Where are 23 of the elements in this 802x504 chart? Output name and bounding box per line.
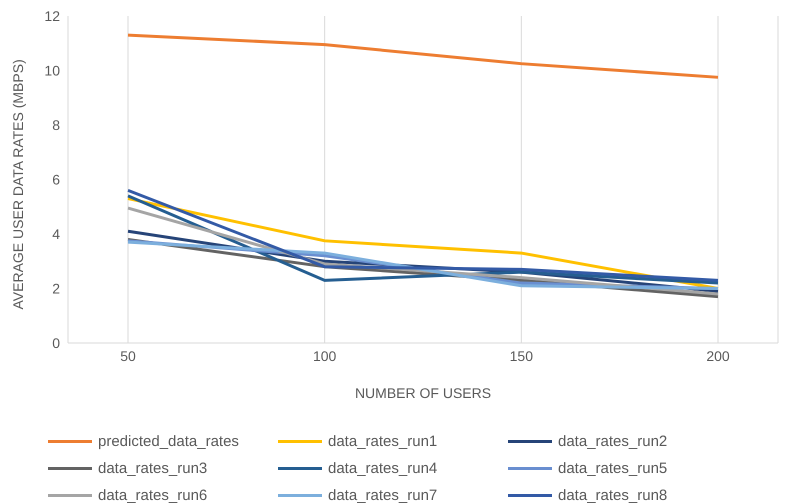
legend-label: data_rates_run1 [327, 433, 438, 450]
legend-label: data_rates_run6 [97, 487, 208, 504]
legend-label: data_rates_run4 [327, 460, 438, 477]
y-tick-label: 8 [52, 116, 60, 133]
y-tick-label: 6 [52, 171, 60, 188]
legend-label: data_rates_run3 [97, 460, 208, 477]
y-tick-label: 0 [52, 334, 60, 351]
x-tick-label: 100 [312, 348, 337, 364]
line-series [126, 34, 720, 79]
legend-label: predicted_data_rates [97, 433, 240, 450]
y-tick-label: 12 [44, 8, 60, 24]
x-tick-label: 150 [510, 348, 534, 364]
legend-label: data_rates_run7 [327, 487, 438, 504]
legend-label: data_rates_run5 [557, 460, 668, 477]
y-tick-label: 10 [44, 62, 60, 78]
x-axis-title: NUMBER OF USERS [354, 385, 492, 401]
y-tick-label: 4 [52, 226, 60, 242]
y-axis-title: AVERAGE USER DATA RATES (MBPS) [10, 59, 26, 310]
x-tick-label: 50 [120, 348, 136, 364]
y-tick-label: 2 [52, 280, 60, 296]
legend-label: data_rates_run8 [557, 487, 668, 504]
x-tick-label: 200 [706, 348, 730, 364]
legend-label: data_rates_run2 [557, 433, 668, 450]
